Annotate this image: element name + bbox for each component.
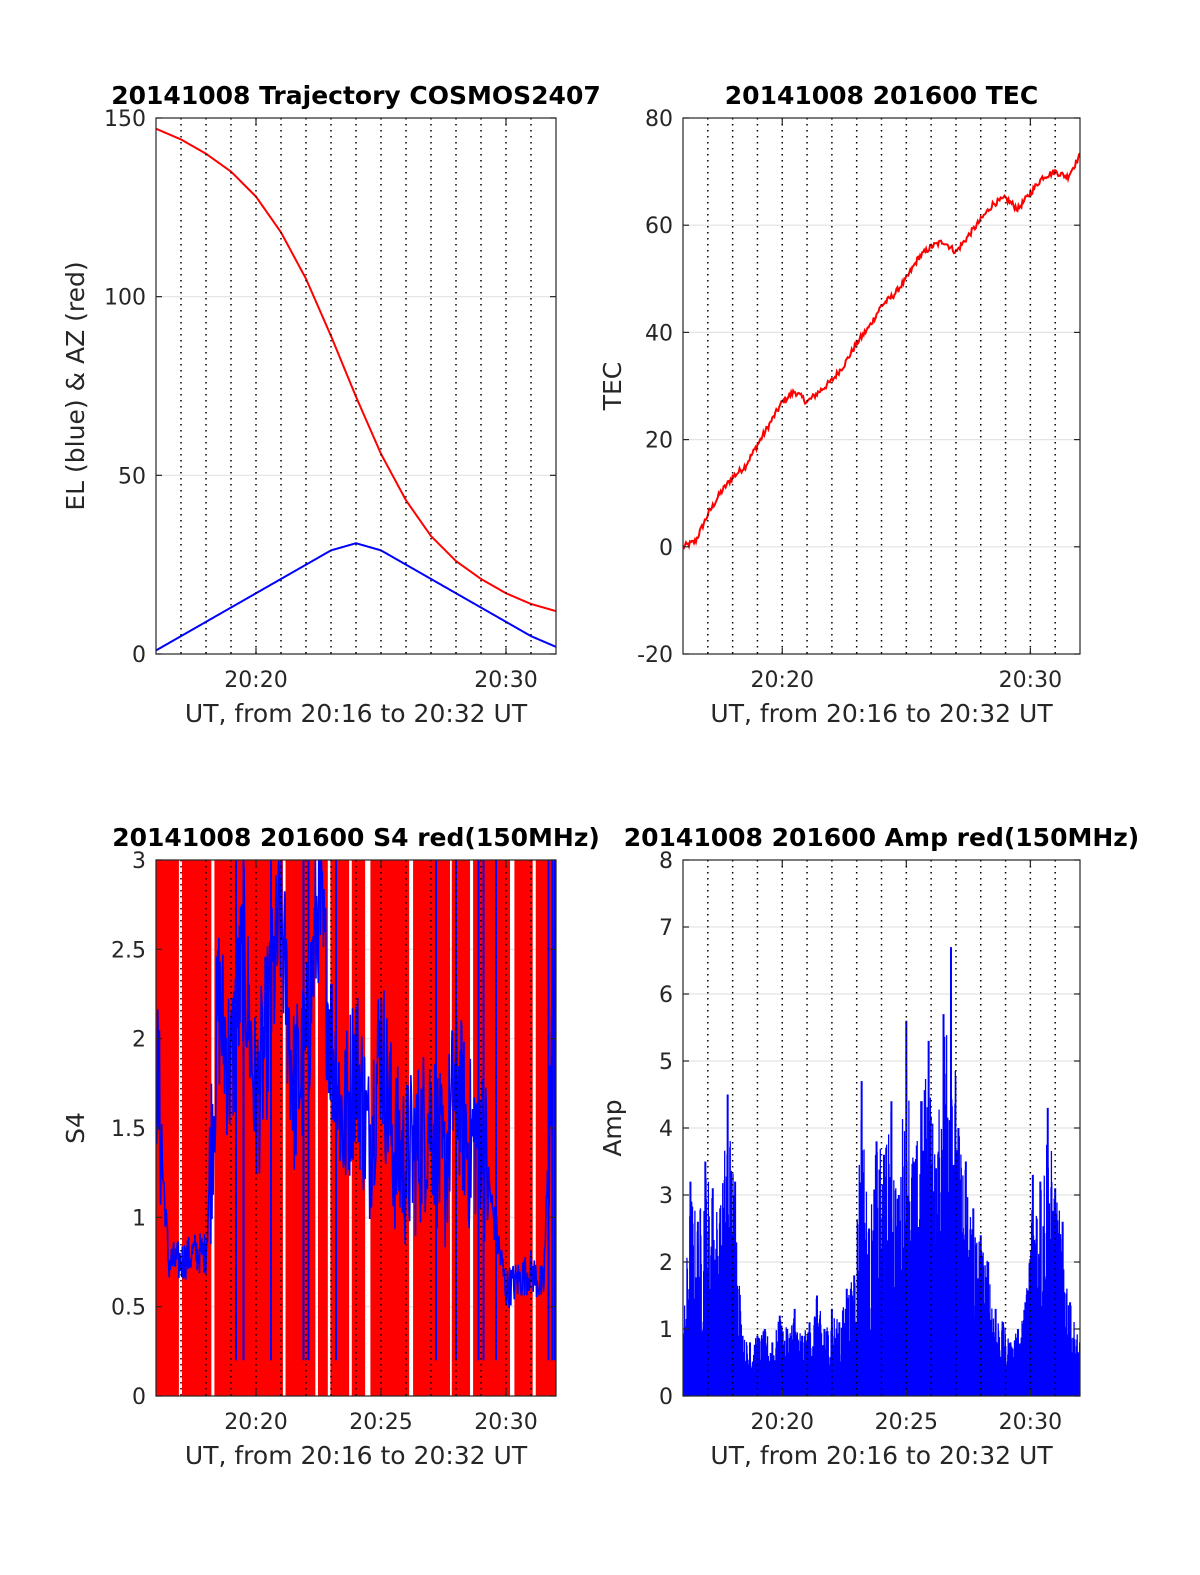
chart-trajectory-xtick-label-1: 20:30 bbox=[474, 668, 537, 693]
chart-trajectory-axes-box bbox=[155, 117, 557, 655]
chart-amp-xtick-label-2: 20:30 bbox=[999, 1410, 1062, 1435]
chart-trajectory-plot-area bbox=[156, 118, 556, 654]
chart-s4-ytick-label-6: 3 bbox=[132, 849, 146, 874]
chart-trajectory-ytick-label-0: 0 bbox=[132, 643, 146, 668]
chart-tec-plot-area bbox=[683, 118, 1080, 654]
chart-tec-ytick-label-4: 60 bbox=[645, 214, 673, 239]
chart-trajectory-series-0 bbox=[156, 127, 556, 613]
chart-amp-ytick-label-1: 1 bbox=[659, 1318, 673, 1343]
trajectory-panel: 0 50 100 150 20:20 20:30 UT, from 20:16 to 20:… bbox=[61, 81, 601, 728]
chart-amp-xtick-label-0: 20:20 bbox=[751, 1410, 814, 1435]
chart-amp-ylabel: Amp bbox=[598, 1099, 627, 1156]
chart-amp-ytick-label-4: 4 bbox=[659, 1117, 673, 1142]
chart-amp-ytick-label-7: 7 bbox=[659, 916, 673, 941]
tec-panel: -20 0 20 40 60 80 20:20 20:30 UT, from 20:16 to … bbox=[598, 81, 1081, 728]
chart-amp-xtick-label-1: 20:25 bbox=[875, 1410, 938, 1435]
chart-tec-ytick-label-1: 0 bbox=[659, 536, 673, 561]
chart-trajectory-xlabel: UT, from 20:16 to 20:32 UT bbox=[185, 699, 528, 728]
chart-amp-title: 20141008 201600 Amp red(150MHz) bbox=[624, 823, 1140, 852]
chart-s4-ytick-label-2: 1 bbox=[132, 1206, 146, 1231]
chart-tec-ytick-label-0: -20 bbox=[637, 643, 673, 668]
chart-tec-ytick-label-2: 20 bbox=[645, 429, 673, 454]
chart-amp-xlabel: UT, from 20:16 to 20:32 UT bbox=[710, 1441, 1053, 1470]
chart-amp-ytick-label-3: 3 bbox=[659, 1184, 673, 1209]
chart-tec-xtick-label-0: 20:20 bbox=[751, 668, 814, 693]
chart-s4-ytick-label-4: 2 bbox=[132, 1028, 146, 1053]
chart-s4-series-1-spikes bbox=[235, 860, 556, 1361]
chart-s4-xtick-label-0: 20:20 bbox=[224, 1410, 287, 1435]
chart-s4-xtick-label-1: 20:25 bbox=[349, 1410, 412, 1435]
s4-panel: 0 0.5 1 1.5 2 2.5 3 20:20 20:25 20:30 UT, from 20:… bbox=[61, 823, 600, 1470]
chart-s4-ytick-label-0: 0 bbox=[132, 1385, 146, 1410]
chart-trajectory-ytick-label-3: 150 bbox=[104, 107, 146, 132]
chart-trajectory-ytick-label-1: 50 bbox=[118, 464, 146, 489]
chart-tec-xlabel: UT, from 20:16 to 20:32 UT bbox=[710, 699, 1053, 728]
chart-s4-title: 20141008 201600 S4 red(150MHz) bbox=[112, 823, 600, 852]
chart-tec-xtick-label-1: 20:30 bbox=[999, 668, 1062, 693]
chart-amp-ytick-label-0: 0 bbox=[659, 1385, 673, 1410]
chart-s4-ylabel: S4 bbox=[61, 1112, 90, 1144]
chart-amp-ytick-label-5: 5 bbox=[659, 1050, 673, 1075]
chart-trajectory-data bbox=[156, 127, 556, 652]
chart-tec-title: 20141008 201600 TEC bbox=[725, 81, 1038, 110]
chart-s4-series-1 bbox=[156, 860, 556, 1308]
chart-trajectory-ylabel: EL (blue) & AZ (red) bbox=[61, 261, 90, 510]
chart-trajectory-title: 20141008 Trajectory COSMOS2407 bbox=[111, 81, 601, 110]
chart-tec-ytick-label-3: 40 bbox=[645, 321, 673, 346]
chart-tec-ylabel: TEC bbox=[598, 362, 627, 412]
chart-s4-data bbox=[156, 860, 556, 1396]
chart-trajectory-series-1 bbox=[156, 542, 556, 652]
chart-s4-ytick-label-1: 0.5 bbox=[111, 1296, 146, 1321]
chart-trajectory-xtick-label-0: 20:20 bbox=[224, 668, 287, 693]
chart-trajectory-ytick-label-2: 100 bbox=[104, 286, 146, 311]
chart-s4-xlabel: UT, from 20:16 to 20:32 UT bbox=[185, 1441, 528, 1470]
chart-tec-ytick-label-5: 80 bbox=[645, 107, 673, 132]
chart-amp-ytick-label-2: 2 bbox=[659, 1251, 673, 1276]
chart-amp-ytick-label-8: 8 bbox=[659, 849, 673, 874]
chart-tec-axes-box bbox=[682, 117, 1081, 655]
amp-panel: 0 1 2 3 4 5 6 7 8 20:20 20:25 20:30 UT, from 20:16 t… bbox=[598, 823, 1139, 1470]
chart-amp-ytick-label-6: 6 bbox=[659, 983, 673, 1008]
chart-s4-xtick-label-2: 20:30 bbox=[474, 1410, 537, 1435]
chart-s4-ytick-label-3: 1.5 bbox=[111, 1117, 146, 1142]
chart-s4-ytick-label-5: 2.5 bbox=[111, 938, 146, 963]
